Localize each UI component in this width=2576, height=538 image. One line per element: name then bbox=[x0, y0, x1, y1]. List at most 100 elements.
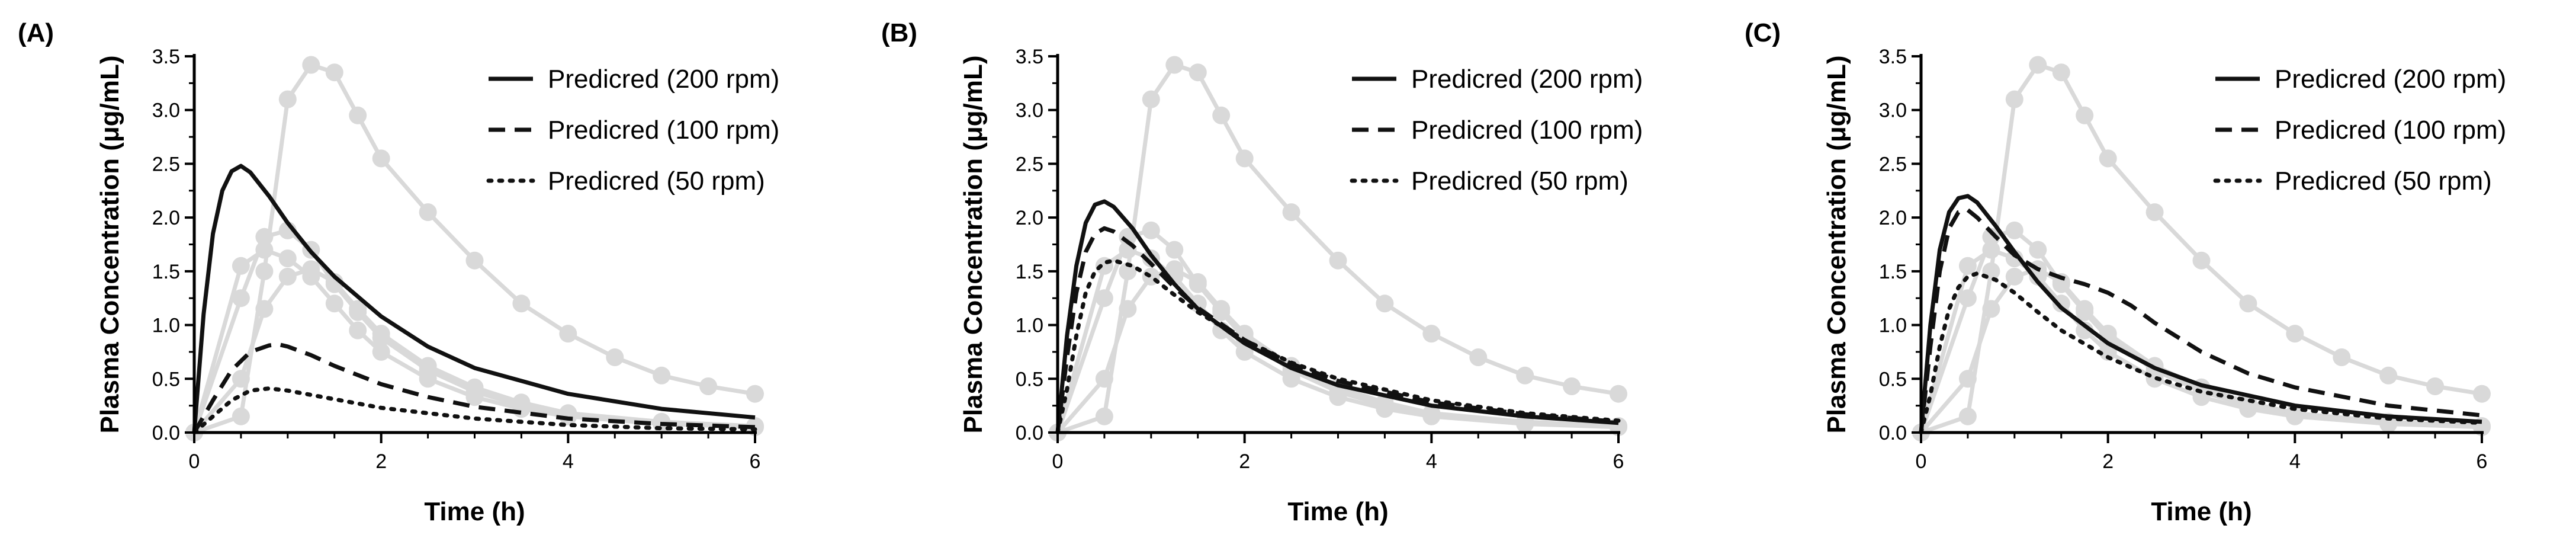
legend-label: Predicred (100 rpm) bbox=[2275, 116, 2506, 145]
x-tick-label: 4 bbox=[2289, 450, 2301, 473]
y-tick-label: 3.0 bbox=[152, 100, 180, 122]
observed-point bbox=[1282, 203, 1300, 222]
panel-2: (B) 0.0 0.5 1.0 1.5 2.0 2.5 3.0 3.5 0 2 4 6 Time (h) P… bbox=[881, 18, 1643, 526]
legend-label: Predicred (200 rpm) bbox=[1411, 65, 1643, 94]
observed-point bbox=[349, 300, 367, 318]
observed-point bbox=[1563, 377, 1581, 395]
observed-point bbox=[1189, 63, 1207, 82]
y-tick-label: 0.5 bbox=[1016, 368, 1043, 390]
observed-point bbox=[302, 56, 320, 74]
observed-point bbox=[349, 321, 367, 340]
observed-point bbox=[1165, 56, 1184, 74]
y-tick-label: 1.0 bbox=[1016, 315, 1043, 337]
observed-point bbox=[1212, 106, 1231, 124]
observed-point bbox=[2145, 203, 2164, 222]
x-tick-label: 4 bbox=[1426, 450, 1437, 473]
observed-point bbox=[2005, 249, 2023, 268]
observed-point bbox=[1165, 260, 1184, 278]
observed-point bbox=[2076, 321, 2094, 340]
x-tick-label: 2 bbox=[375, 450, 387, 473]
y-tick-label: 0.0 bbox=[152, 422, 180, 444]
observed-point bbox=[419, 357, 437, 375]
x-tick-label: 2 bbox=[1239, 450, 1250, 473]
predicted-line-dashed bbox=[1055, 226, 1619, 433]
y-tick-label: 3.5 bbox=[1879, 46, 1907, 68]
x-tick-label: 0 bbox=[189, 450, 200, 473]
observed-point bbox=[2473, 385, 2491, 403]
legend-label: Predicred (100 rpm) bbox=[1411, 116, 1643, 145]
observed-point bbox=[699, 377, 718, 395]
observed-point bbox=[606, 348, 624, 366]
predicted-line-dotted bbox=[192, 386, 757, 435]
observed-point bbox=[1610, 385, 1627, 403]
observed-point bbox=[2029, 241, 2047, 259]
predicted-line-solid bbox=[1055, 199, 1619, 433]
y-tick-label: 3.0 bbox=[1879, 100, 1907, 122]
y-tick-label: 0.5 bbox=[1879, 368, 1907, 390]
legend-label: Predicred (100 rpm) bbox=[548, 116, 779, 145]
observed-line-4 bbox=[193, 62, 756, 435]
observed-point bbox=[278, 267, 297, 286]
observed-point bbox=[2239, 294, 2257, 313]
predicted-line-dashed bbox=[192, 342, 756, 434]
y-axis-title: Plasma Concentration (μg/mL) bbox=[95, 55, 124, 433]
observed-point bbox=[2333, 348, 2351, 366]
observed-point bbox=[1516, 366, 1534, 385]
legend-label: Predicred (50 rpm) bbox=[548, 166, 765, 196]
x-tick-label: 0 bbox=[1916, 450, 1927, 473]
observed-point bbox=[653, 366, 671, 385]
observed-point bbox=[1235, 149, 1254, 168]
observed-point bbox=[1119, 262, 1137, 280]
observed-point bbox=[1165, 241, 1184, 259]
y-tick-label: 0.0 bbox=[1016, 422, 1043, 444]
observed-point bbox=[349, 106, 367, 124]
observed-point bbox=[325, 63, 343, 82]
y-tick-label: 2.0 bbox=[1879, 207, 1907, 229]
observed-point bbox=[2052, 63, 2070, 82]
y-tick-label: 2.0 bbox=[1016, 207, 1043, 229]
y-tick-label: 2.5 bbox=[1016, 153, 1043, 175]
observed-point bbox=[1958, 289, 1977, 308]
y-tick-label: 1.5 bbox=[1016, 261, 1043, 283]
y-tick-label: 1.5 bbox=[1879, 261, 1907, 283]
legend-label: Predicred (50 rpm) bbox=[2275, 166, 2492, 196]
x-tick-label: 6 bbox=[750, 450, 761, 473]
predicted-line-dashed bbox=[1919, 207, 2482, 433]
observed-point bbox=[1958, 257, 1977, 275]
x-axis-title: Time (h) bbox=[1287, 497, 1388, 526]
y-tick-label: 0.5 bbox=[152, 368, 180, 390]
y-tick-label: 1.0 bbox=[152, 315, 180, 337]
observed-point bbox=[1095, 289, 1113, 308]
observed-point bbox=[1189, 273, 1207, 291]
y-tick-label: 2.5 bbox=[152, 153, 180, 175]
observed-point bbox=[1212, 300, 1231, 318]
observed-point bbox=[1469, 348, 1488, 366]
panel-label: (A) bbox=[18, 18, 54, 47]
observed-point bbox=[512, 294, 531, 313]
observed-point bbox=[2029, 56, 2047, 74]
observed-point bbox=[1422, 325, 1441, 343]
observed-point bbox=[372, 149, 390, 168]
y-tick-label: 1.5 bbox=[152, 261, 180, 283]
x-tick-label: 2 bbox=[2102, 450, 2114, 473]
observed-point bbox=[2076, 106, 2094, 124]
observed-point bbox=[559, 325, 577, 343]
panel-label: (B) bbox=[881, 18, 917, 47]
y-tick-label: 0.0 bbox=[1879, 422, 1907, 444]
observed-point bbox=[2099, 149, 2117, 168]
x-axis-title: Time (h) bbox=[424, 497, 525, 526]
panel-1: (A) 0.0 0.5 1.0 1.5 2.0 2.5 3.0 3.5 0 2 4 6 Time (h) P… bbox=[18, 18, 779, 526]
observed-point bbox=[1142, 221, 1160, 239]
observed-point bbox=[465, 378, 484, 396]
y-axis-title: Plasma Concentration (μg/mL) bbox=[959, 55, 988, 433]
observed-point bbox=[512, 393, 531, 412]
observed-point bbox=[372, 342, 390, 361]
observed-point bbox=[465, 251, 484, 270]
observed-point bbox=[2005, 221, 2023, 239]
predicted-line-solid bbox=[1919, 194, 2482, 433]
observed-point bbox=[2426, 377, 2445, 395]
observed-point bbox=[2005, 267, 2023, 286]
x-tick-label: 0 bbox=[1052, 450, 1064, 473]
observed-point bbox=[1422, 404, 1441, 422]
observed-point bbox=[2052, 294, 2070, 313]
